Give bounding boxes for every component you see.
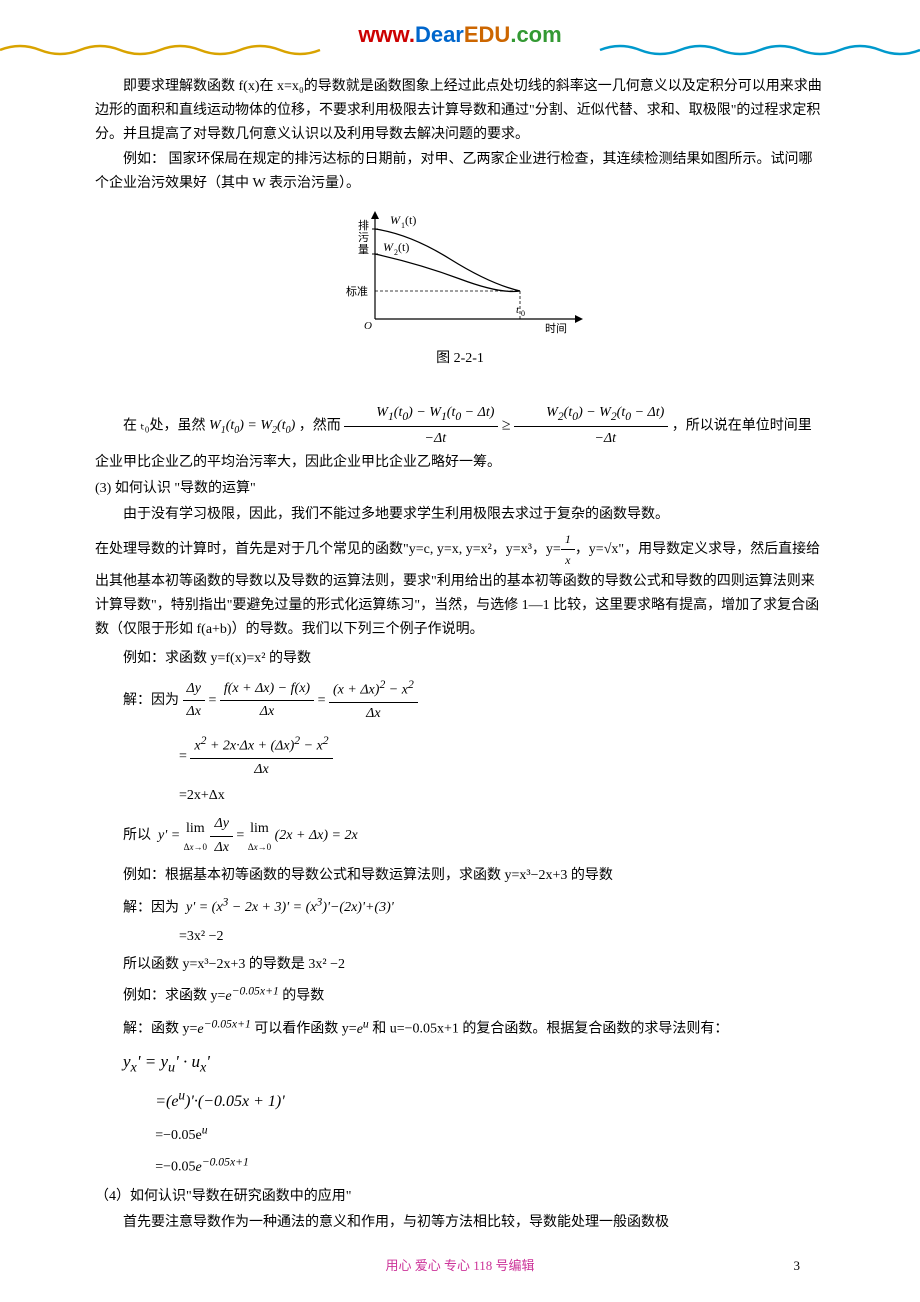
frac-1: 1 xyxy=(561,529,575,550)
ineq-left-frac: W1(t0) − W1(t0 − Δt) −Δt xyxy=(344,401,498,451)
svg-text:污: 污 xyxy=(358,231,369,244)
ex2-label: 解：因为 xyxy=(123,900,179,915)
p3-prefix: 在 ₜ₀处，虽然 xyxy=(123,418,206,433)
example-1-conclude: 所以 y' = lim Δx→0 ΔyΔx = lim Δx→0 (2x + Δ… xyxy=(95,813,825,859)
footer-page-number: 3 xyxy=(794,1256,801,1277)
example-3-title: 例如：求函数 y=e−0.05x+1 的导数 xyxy=(95,982,825,1008)
logo-dear: Dear xyxy=(415,22,464,47)
example-3-eq2: =(eu)'·(−0.05x + 1)' xyxy=(95,1085,825,1115)
svg-text:W: W xyxy=(383,240,394,254)
section-3-title: (3) 如何认识 "导数的运算" xyxy=(95,477,825,501)
paragraph-3: 在 ₜ₀处，虽然 W1(t0) = W2(t0) ，然而 W1(t0) − W1… xyxy=(95,401,825,475)
svg-text:t: t xyxy=(516,304,520,316)
site-logo: www.DearEDU.com xyxy=(358,17,561,52)
pollution-chart: 排 污 量 标准 W 1 (t) W 2 (t) t 0 O xyxy=(320,204,600,344)
ex3-sol-suffix: 和 u=−0.05x+1 的复合函数。根据复合函数的求导法则有： xyxy=(369,1022,729,1037)
paragraph-5: 首先要注意导数作为一种通法的意义和作用，与初等方法相比较，导数能处理一般函数极 xyxy=(95,1211,825,1235)
ex3-prefix: 例如：求函数 y= xyxy=(123,989,225,1004)
ex3-eq4-prefix: =−0.05 xyxy=(155,1160,195,1175)
example-2-title: 例如：根据基本初等函数的导数公式和导数运算法则，求函数 y=x³−2x+3 的导… xyxy=(95,865,825,887)
example-2-conclude: 所以函数 y=x³−2x+3 的导数是 3x² −2 xyxy=(95,954,825,976)
example-2-step2: =3x² −2 xyxy=(95,926,825,948)
header-bar: www.DearEDU.com xyxy=(0,0,920,70)
ex1-label: 解：因为 xyxy=(123,693,179,708)
frac-x: x xyxy=(561,550,575,570)
paragraph-2: 例如： 国家环保局在规定的排污达标的日期前，对甲、乙两家企业进行检查，其连续检测… xyxy=(95,148,825,196)
chart-y-label-1: 排 xyxy=(358,218,369,232)
example-3-eq4: =−0.05e−0.05x+1 xyxy=(95,1153,825,1179)
ex3-suffix: 的导数 xyxy=(279,989,325,1004)
page-footer: 用心 爱心 专心 118 号编辑 3 xyxy=(0,1256,920,1277)
svg-text:(t): (t) xyxy=(398,240,409,254)
ex3-sol-mid: 可以看作函数 y= xyxy=(251,1022,357,1037)
eq-op-2: = xyxy=(318,693,326,708)
chart-origin: O xyxy=(364,320,372,332)
example-3-eq3: =−0.05eu xyxy=(95,1121,825,1147)
logo-www: www. xyxy=(358,22,415,47)
figure-2-2-1: 排 污 量 标准 W 1 (t) W 2 (t) t 0 O xyxy=(95,204,825,370)
svg-text:(t): (t) xyxy=(405,213,416,227)
chart-x-label: 时间 xyxy=(545,322,567,335)
example-1-solution: 解：因为 ΔyΔx = f(x + Δx) − f(x)Δx = (x + Δx… xyxy=(95,676,825,725)
logo-com: .com xyxy=(510,22,561,47)
ineq-operator: ≥ xyxy=(502,416,511,433)
svg-text:量: 量 xyxy=(358,243,369,256)
p3-mid: ，然而 xyxy=(299,418,341,433)
p4b-prefix: 在处理导数的计算时，首先是对于几个常见的函数"y=c, y=x, y=x²，y=… xyxy=(95,542,561,557)
paragraph-1: 即要求理解数函数 f(x)在 x=x₀的导数就是函数图象上经过此点处切线的斜率这… xyxy=(95,75,825,146)
example-1-step3: =2x+Δx xyxy=(95,785,825,807)
logo-edu: EDU xyxy=(464,22,510,47)
svg-text:0: 0 xyxy=(521,309,525,318)
ex1-so: 所以 xyxy=(123,829,151,844)
ineq-right-frac: W2(t0) − W2(t0 − Δt) −Δt xyxy=(514,401,668,451)
example-3-solution: 解：函数 y=e−0.05x+1 可以看作函数 y=eu 和 u=−0.05x+… xyxy=(95,1014,825,1041)
example-1-title: 例如：求函数 y=f(x)=x² 的导数 xyxy=(95,648,825,670)
figure-caption: 图 2-2-1 xyxy=(436,348,484,370)
paragraph-4b: 在处理导数的计算时，首先是对于几个常见的函数"y=c, y=x, y=x²，y=… xyxy=(95,529,825,642)
svg-text:W: W xyxy=(390,213,401,227)
example-1-step2: = x2 + 2x·Δx + (Δx)2 − x2Δx xyxy=(95,732,825,781)
footer-text: 用心 爱心 专心 118 号编辑 xyxy=(385,1258,534,1273)
chart-standard-label: 标准 xyxy=(346,284,368,298)
example-3-eq1: yx' = yu' · ux' xyxy=(95,1048,825,1079)
paragraph-4: 由于没有学习极限，因此，我们不能过多地要求学生利用极限去求过于复杂的函数导数。 xyxy=(95,503,825,527)
section-4-title: （4）如何认识"导数在研究函数中的应用" xyxy=(95,1185,825,1209)
page-content: 即要求理解数函数 f(x)在 x=x₀的导数就是函数图象上经过此点处切线的斜率这… xyxy=(0,70,920,1257)
ex3-sol-prefix: 解：函数 y= xyxy=(123,1022,197,1037)
example-2-solution: 解：因为 y' = (x3 − 2x + 3)' = (x3)'−(2x)'+(… xyxy=(95,894,825,920)
eq-op-1: = xyxy=(208,693,216,708)
